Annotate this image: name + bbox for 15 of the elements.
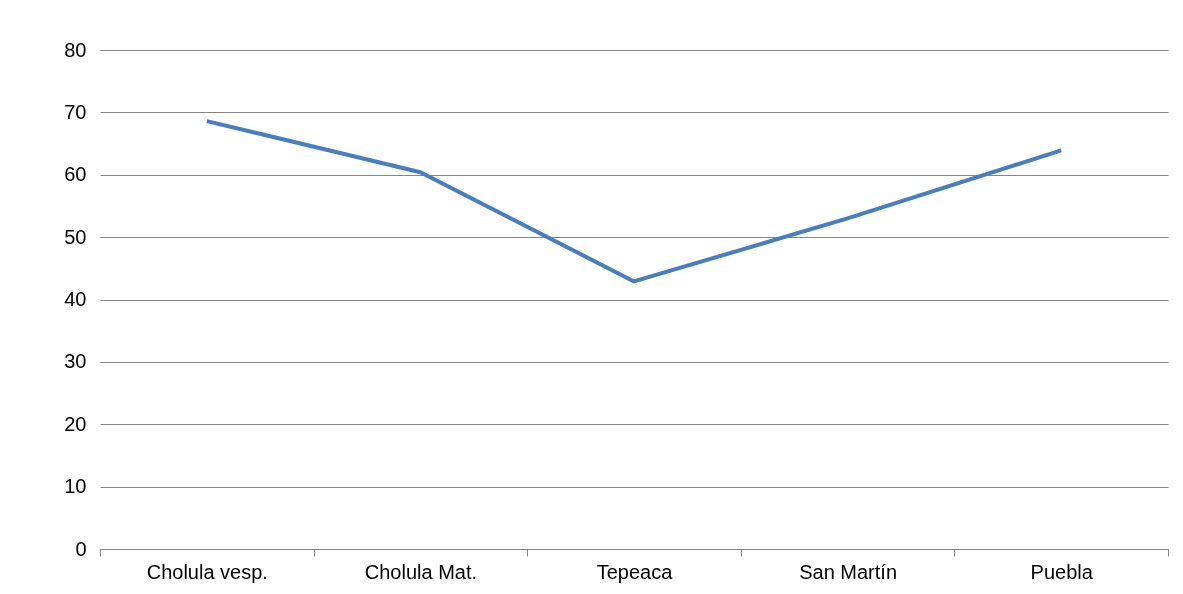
y-tick-label: 70: [64, 100, 87, 123]
x-tick-label: Cholula Mat.: [364, 560, 478, 583]
x-tick-label: San Martín: [799, 560, 898, 583]
y-tick-label: 40: [64, 288, 87, 310]
x-tick-label: Cholula vesp.: [146, 560, 268, 583]
y-tick-label: 0: [75, 537, 87, 560]
y-tick-label: 30: [64, 350, 87, 373]
y-tick-label: 10: [64, 475, 87, 498]
y-tick-label: 50: [64, 225, 87, 248]
y-tick-label: 20: [64, 412, 87, 435]
y-tick-label: 80: [64, 38, 87, 61]
x-tick-label: Puebla: [1030, 560, 1094, 583]
y-tick-label: 60: [64, 163, 87, 186]
x-tick-label: Tepeaca: [596, 560, 674, 583]
line-series: [204, 119, 1064, 284]
